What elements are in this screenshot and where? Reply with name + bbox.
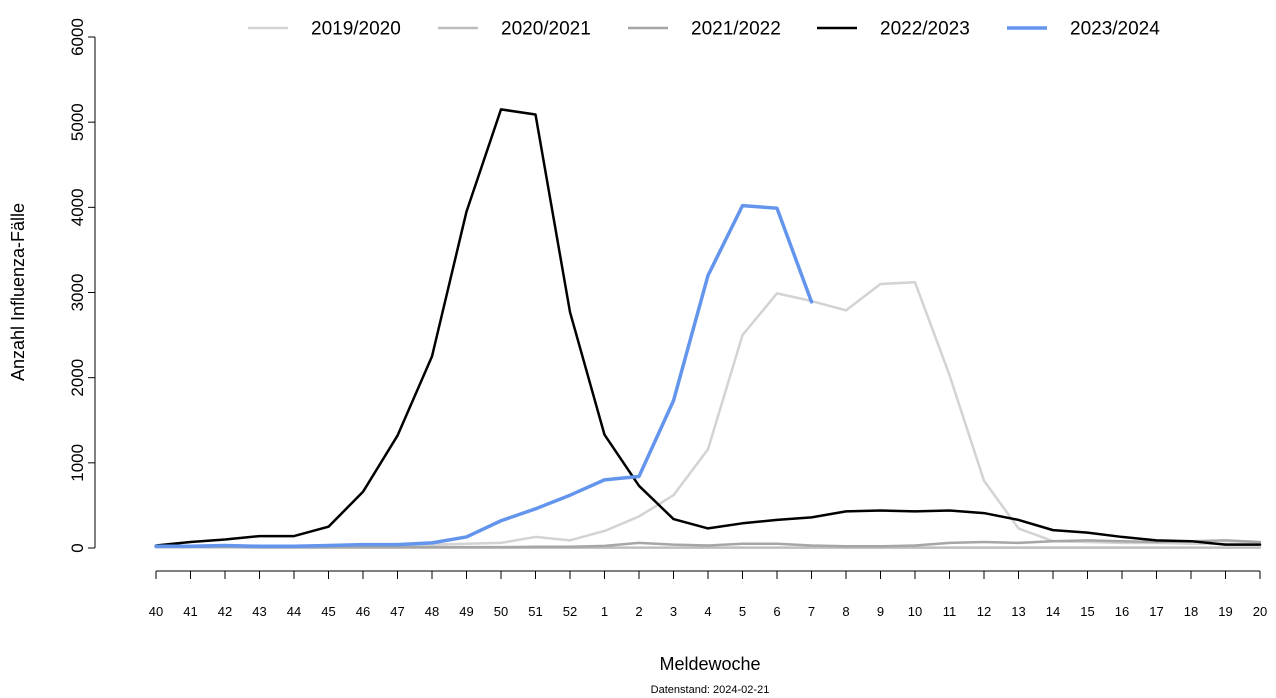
x-tick-label: 1 xyxy=(601,604,608,619)
x-tick-label: 48 xyxy=(425,604,439,619)
x-tick-label: 46 xyxy=(356,604,370,619)
x-axis: 40 41 42 43 44 45 46 47 48 49 50 51 52 1 2 3 4 5 6 7 8 9 10 11 1… xyxy=(149,570,1267,619)
x-tick-label: 16 xyxy=(1115,604,1129,619)
x-tick-label: 12 xyxy=(977,604,991,619)
x-tick-label: 3 xyxy=(670,604,677,619)
x-tick-label: 19 xyxy=(1218,604,1232,619)
x-tick-label: 15 xyxy=(1080,604,1094,619)
x-tick-label: 42 xyxy=(218,604,232,619)
x-tick-label: 7 xyxy=(808,604,815,619)
x-tick-label: 47 xyxy=(390,604,404,619)
x-tick-label: 17 xyxy=(1149,604,1163,619)
series-line-2021-2022 xyxy=(154,539,1262,549)
y-tick-label: 0 xyxy=(68,543,87,552)
y-tick-label: 6000 xyxy=(68,18,87,56)
series-line-2022-2023 xyxy=(154,108,1262,547)
x-tick-label: 10 xyxy=(908,604,922,619)
x-tick-label: 8 xyxy=(842,604,849,619)
x-tick-label: 13 xyxy=(1011,604,1025,619)
x-tick-label: 18 xyxy=(1184,604,1198,619)
x-tick-label: 51 xyxy=(528,604,542,619)
x-tick-label: 9 xyxy=(877,604,884,619)
x-tick-label: 50 xyxy=(494,604,508,619)
x-tick-label: 49 xyxy=(459,604,473,619)
series-line-2023-2024 xyxy=(154,203,814,549)
y-tick-label: 4000 xyxy=(68,188,87,226)
series-line-2019-2020 xyxy=(154,281,1262,548)
x-tick-label: 11 xyxy=(943,604,957,619)
x-tick-label: 44 xyxy=(287,604,301,619)
legend-label: 2020/2021 xyxy=(501,19,591,40)
y-axis: 0 1000 2000 3000 4000 5000 6000 xyxy=(68,18,96,553)
x-tick-label: 2 xyxy=(635,604,642,619)
x-tick-label: 14 xyxy=(1046,604,1060,619)
legend-label: 2019/2020 xyxy=(311,19,401,40)
x-tick-label: 4 xyxy=(704,604,711,619)
x-axis-title: Meldewoche xyxy=(659,654,760,674)
data-date-note: Datenstand: 2024-02-21 xyxy=(651,684,770,696)
x-tick-label: 6 xyxy=(773,604,780,619)
legend-label: 2021/2022 xyxy=(691,19,781,40)
y-tick-label: 5000 xyxy=(68,103,87,141)
x-tick-label: 41 xyxy=(183,604,197,619)
legend-label: 2023/2024 xyxy=(1070,19,1160,40)
legend: 2019/2020 2020/2021 2021/2022 2022/2023 2023… xyxy=(248,19,1160,40)
x-tick-label: 20 xyxy=(1253,604,1267,619)
x-tick-label: 45 xyxy=(321,604,335,619)
legend-label: 2022/2023 xyxy=(880,19,970,40)
y-axis-title: Anzahl Influenza-Fälle xyxy=(8,203,28,381)
x-tick-label: 52 xyxy=(563,604,577,619)
x-tick-label: 43 xyxy=(252,604,266,619)
x-tick-label: 5 xyxy=(739,604,746,619)
y-tick-label: 2000 xyxy=(68,359,87,397)
y-tick-label: 1000 xyxy=(68,444,87,482)
series-layer xyxy=(154,108,1262,549)
x-tick-label: 40 xyxy=(149,604,163,619)
y-tick-label: 3000 xyxy=(68,274,87,312)
